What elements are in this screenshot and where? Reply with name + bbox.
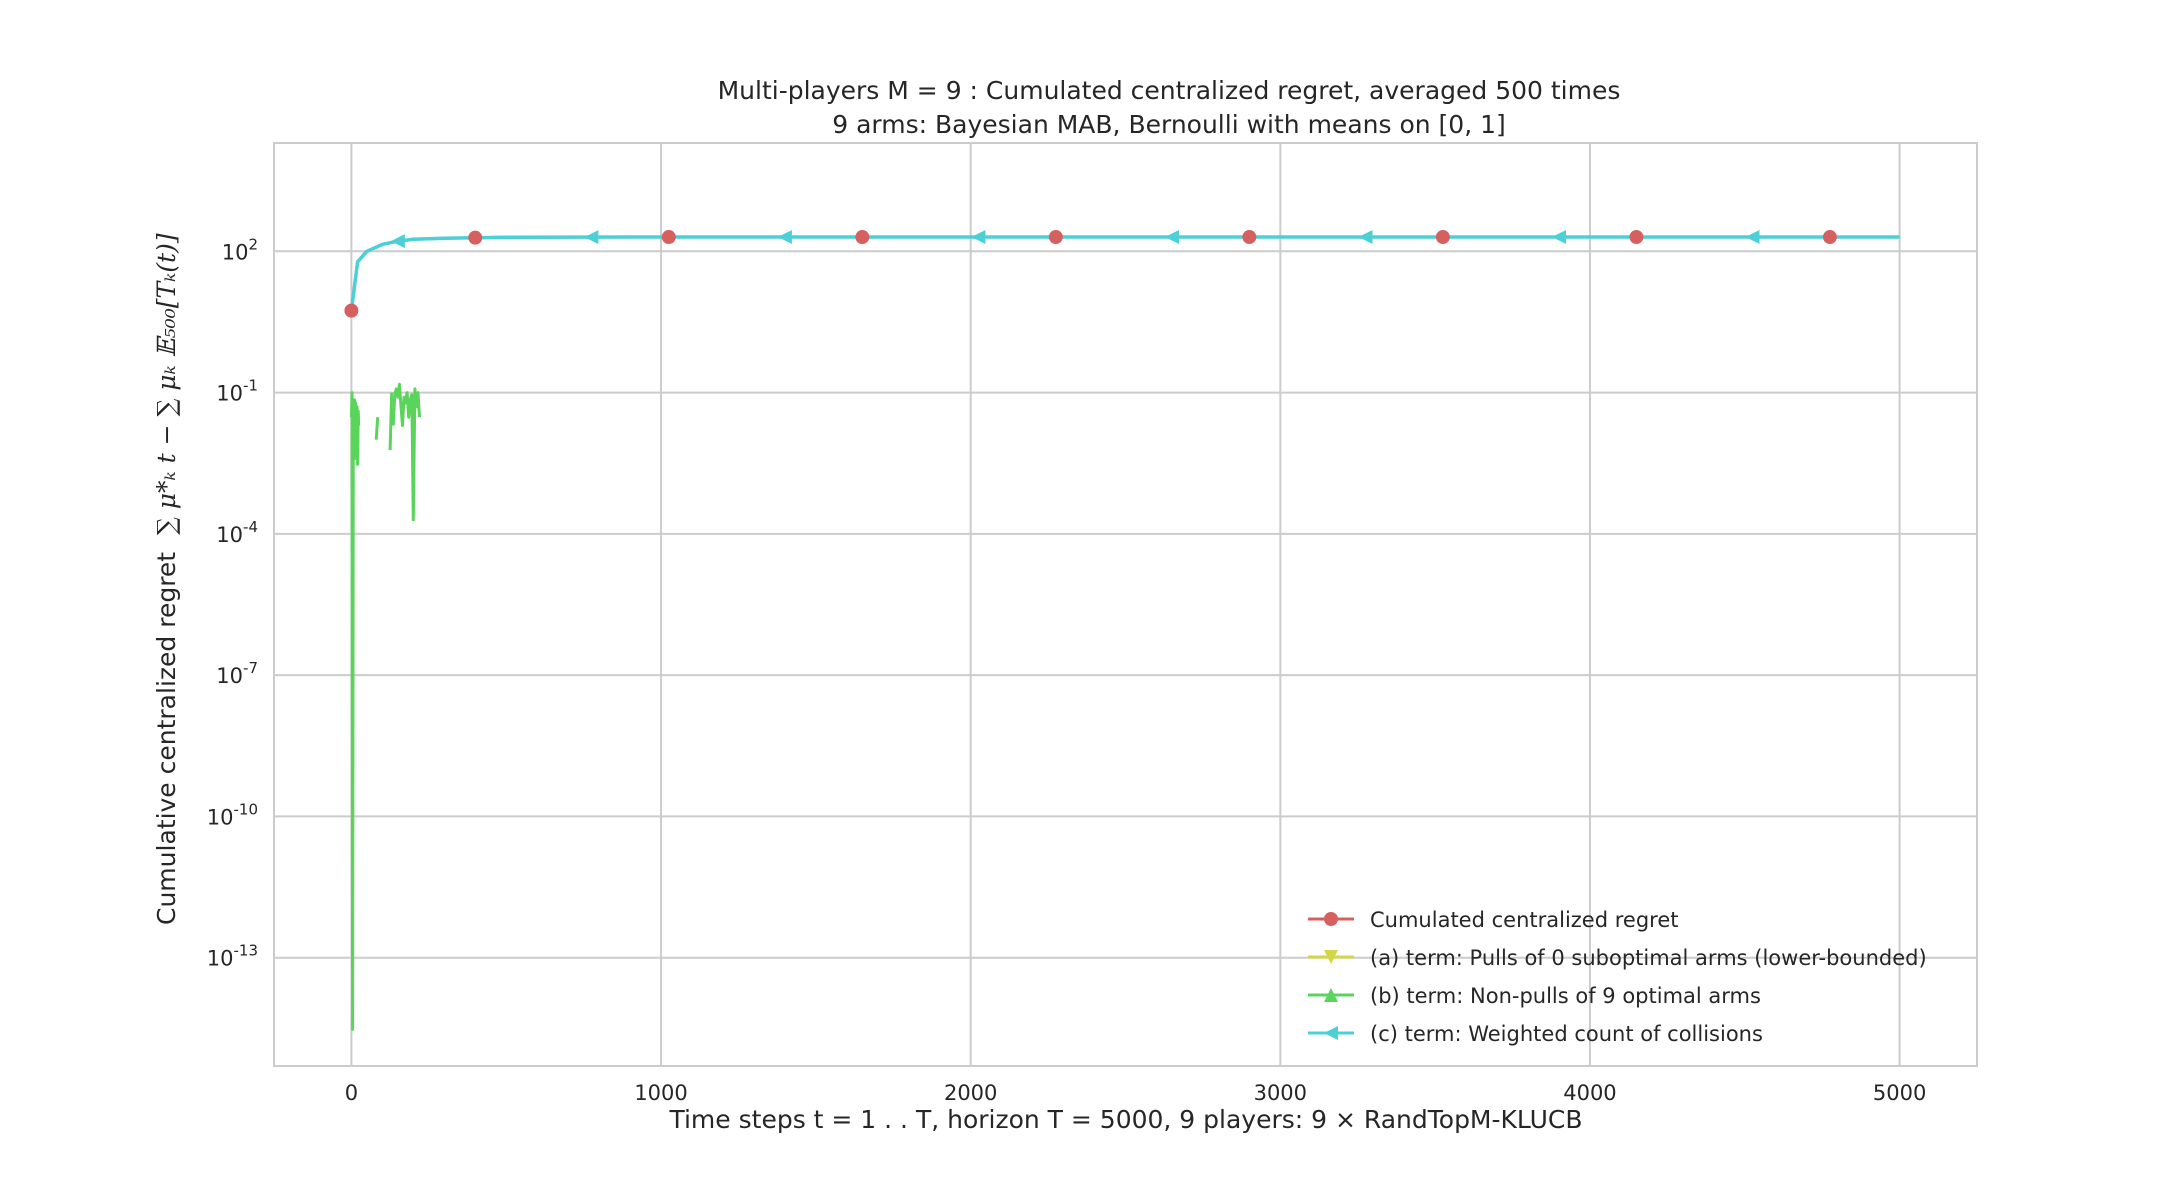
y-tick-label: 102 (222, 235, 258, 264)
y-tick-label: 10-10 (207, 800, 258, 829)
x-tick-label: 0 (345, 1081, 358, 1105)
plot-area (273, 142, 1978, 1067)
legend-label: (b) term: Non-pulls of 9 optimal arms (1370, 984, 1761, 1008)
series-b-line-fragment (388, 392, 394, 451)
series-regret-marker (468, 230, 483, 245)
series-b-line-fragment (391, 382, 421, 522)
series-layer (344, 230, 1900, 1031)
legend-marker (1324, 912, 1338, 926)
legend: Cumulated centralized regret (a) term: Pu… (1308, 908, 1927, 1046)
y-tick-label: 10-13 (207, 942, 258, 971)
series-c-line (349, 235, 1900, 311)
x-tick-label: 1000 (634, 1081, 687, 1105)
series-c-marker (777, 230, 792, 245)
x-axis-ticks: 0 1000 2000 3000 4000 5000 (345, 1081, 1927, 1105)
y-axis-ticks: 102 10-1 10-4 10-7 10-10 10-13 (207, 235, 258, 970)
legend-label: (c) term: Weighted count of collisions (1370, 1022, 1763, 1046)
series-regret-marker (344, 303, 359, 318)
legend-label: (a) term: Pulls of 0 suboptimal arms (lo… (1370, 946, 1927, 970)
series-regret-marker (1822, 230, 1837, 245)
series-regret-marker (1629, 230, 1644, 245)
y-tick-label: 10-1 (216, 377, 258, 406)
series-b-line-fragment (374, 417, 380, 440)
y-axis-label-formula: ∑ μ*ₖ t − ∑ μₖ 𝔼₅₀₀[Tₖ(t)] (152, 233, 181, 535)
series-c-marker (390, 234, 405, 249)
legend-marker (1324, 950, 1338, 964)
legend-marker (1324, 1026, 1338, 1040)
x-tick-label: 2000 (944, 1081, 997, 1105)
series-b-line-start (349, 391, 361, 1031)
y-tick-label: 10-7 (216, 659, 258, 688)
y-axis-label-text: Cumulative centralized regret (152, 552, 181, 925)
chart-title-line2: 9 arms: Bayesian MAB, Bernoulli with mea… (832, 110, 1506, 139)
series-regret-marker (1242, 230, 1257, 245)
y-tick-label: 10-4 (216, 518, 258, 547)
series-c-marker (1358, 230, 1373, 245)
series-c-marker (971, 230, 986, 245)
y-axis-label: Cumulative centralized regret ∑ μ*ₖ t − … (152, 233, 181, 925)
series-c-marker (584, 230, 599, 245)
x-tick-label: 5000 (1873, 1081, 1926, 1105)
x-tick-label: 4000 (1563, 1081, 1616, 1105)
x-axis-label: Time steps t = 1 . . T, horizon T = 5000… (668, 1105, 1582, 1134)
series-c-marker (1164, 230, 1179, 245)
legend-label: Cumulated centralized regret (1370, 908, 1678, 932)
x-tick-label: 3000 (1254, 1081, 1307, 1105)
series-regret-marker (855, 230, 870, 245)
series-regret-marker (1435, 230, 1450, 245)
series-regret-marker (661, 230, 676, 245)
chart-title-line1: Multi-players M = 9 : Cumulated centrali… (718, 76, 1621, 105)
series-c-marker (1551, 230, 1566, 245)
series-regret-marker (1048, 230, 1063, 245)
legend-marker (1324, 988, 1338, 1002)
series-c-marker (1745, 230, 1760, 245)
grid-lines (274, 143, 1977, 1066)
